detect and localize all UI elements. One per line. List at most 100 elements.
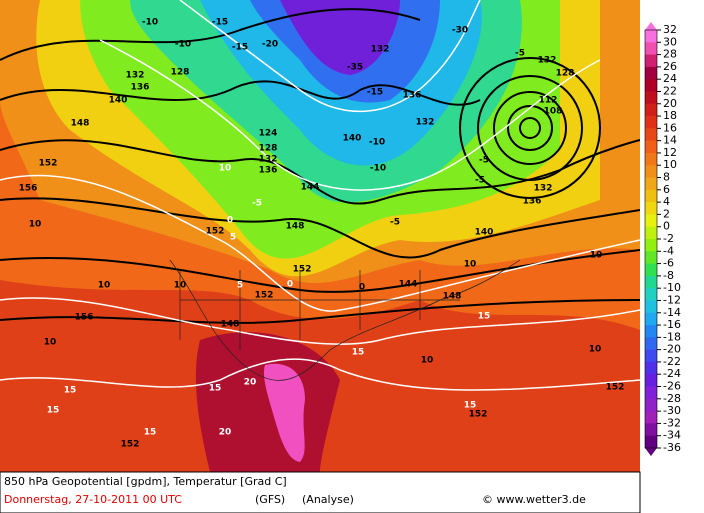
contour-label: 144 <box>301 183 320 193</box>
colorbar-label: 24 <box>663 72 677 85</box>
colorbar-label: -28 <box>663 392 681 405</box>
contour-label: -5 <box>390 218 400 228</box>
contour-label: -10 <box>175 40 191 50</box>
contour-label: 152 <box>206 227 225 237</box>
colorbar-cap <box>645 448 657 456</box>
colorbar-cap <box>645 22 657 30</box>
colorbar-band <box>645 435 657 449</box>
contour-label: 132 <box>126 71 145 81</box>
colorbar-band <box>645 374 657 388</box>
contour-label: 10 <box>421 356 434 366</box>
contour-label: -10 <box>142 18 158 28</box>
colorbar-band <box>645 79 657 92</box>
contour-label: 132 <box>538 56 557 66</box>
colorbar-band <box>645 312 657 326</box>
colorbar-label: 18 <box>663 109 677 122</box>
colorbar-label: 4 <box>663 195 670 208</box>
contour-label: 15 <box>478 312 491 322</box>
colorbar-band <box>645 275 657 289</box>
contour-label: 128 <box>556 69 575 79</box>
contour-label: 15 <box>47 406 60 416</box>
colorbar-label: -8 <box>663 269 674 282</box>
colorbar-label: 16 <box>663 121 677 134</box>
colorbar-band <box>645 325 657 338</box>
colorbar-label: -30 <box>663 404 681 417</box>
contour-label: 108 <box>544 107 563 117</box>
contour-label: 15 <box>352 348 365 358</box>
colorbar-label: 26 <box>663 60 677 73</box>
contour-label: 152 <box>121 440 140 450</box>
contour-label: 144 <box>399 280 418 290</box>
contour-label: 15 <box>144 428 157 438</box>
colorbar-band <box>645 54 657 68</box>
colorbar-label: -22 <box>663 355 681 368</box>
colorbar-band <box>645 42 657 56</box>
contour-label: 148 <box>221 320 240 330</box>
contour-label: 148 <box>71 119 90 129</box>
contour-label: 10 <box>590 251 603 261</box>
contour-label: 15 <box>464 401 477 411</box>
contour-label: 0 <box>359 283 365 293</box>
contour-label: -10 <box>369 138 385 148</box>
contour-label: -30 <box>452 26 468 36</box>
colorbar-label: -12 <box>663 293 681 306</box>
colorbar-band <box>645 128 657 142</box>
contour-label: 136 <box>523 197 542 207</box>
contour-label: 128 <box>171 68 190 78</box>
colorbar-label: 8 <box>663 171 670 184</box>
colorbar-label: -10 <box>663 281 681 294</box>
contour-label: 152 <box>255 291 274 301</box>
footer-model: (GFS) <box>255 493 285 506</box>
contour-label: -5 <box>479 156 489 166</box>
colorbar-label: -24 <box>663 367 681 380</box>
colorbar-band <box>645 263 657 277</box>
colorbar-label: 14 <box>663 134 677 147</box>
contour-label: 5 <box>237 281 243 291</box>
colorbar-band <box>645 202 657 215</box>
contour-label: 152 <box>293 265 312 275</box>
colorbar-band <box>645 116 657 129</box>
colorbar-band <box>645 91 657 105</box>
contour-label: 10 <box>589 345 602 355</box>
colorbar-label: 20 <box>663 97 677 110</box>
colorbar-band <box>645 349 657 363</box>
colorbar-label: -26 <box>663 380 681 393</box>
colorbar-label: -2 <box>663 232 674 245</box>
contour-label: 148 <box>286 222 305 232</box>
colorbar-label: 30 <box>663 35 677 48</box>
colorbar-label: -14 <box>663 306 681 319</box>
contour-label: 10 <box>44 338 57 348</box>
contour-label: 0 <box>287 280 293 290</box>
contour-label: 156 <box>19 184 38 194</box>
colorbar-label: -16 <box>663 318 681 331</box>
contour-label: 148 <box>443 292 462 302</box>
contour-label: 10 <box>174 281 187 291</box>
contour-label: -5 <box>475 176 485 186</box>
contour-label: 132 <box>259 155 278 165</box>
contour-label: -35 <box>347 63 363 73</box>
contour-label: 152 <box>469 410 488 420</box>
contour-label: 10 <box>464 260 477 270</box>
colorbar-band <box>645 361 657 375</box>
contour-label: -20 <box>262 40 278 50</box>
footer-credit: © www.wetter3.de <box>482 493 586 506</box>
colorbar-label: 12 <box>663 146 677 159</box>
colorbar-label: -4 <box>663 244 674 257</box>
contour-label: 156 <box>75 313 94 323</box>
colorbar-label: 28 <box>663 48 677 61</box>
contour-label: 136 <box>259 166 278 176</box>
contour-label: -15 <box>232 43 248 53</box>
footer-title: 850 hPa Geopotential [gpdm], Temperatur … <box>4 475 287 488</box>
contour-label: 10 <box>98 281 111 291</box>
footer-box <box>0 471 641 513</box>
contour-label: 128 <box>259 144 278 154</box>
contour-label: 0 <box>227 216 233 226</box>
colorbar-band <box>645 411 657 424</box>
colorbar-label: 32 <box>663 23 677 36</box>
colorbar-band <box>645 423 657 437</box>
contour-label: -10 <box>370 164 386 174</box>
contour-label: 140 <box>343 134 362 144</box>
contour-label: 20 <box>244 378 257 388</box>
colorbar-band <box>645 226 657 240</box>
